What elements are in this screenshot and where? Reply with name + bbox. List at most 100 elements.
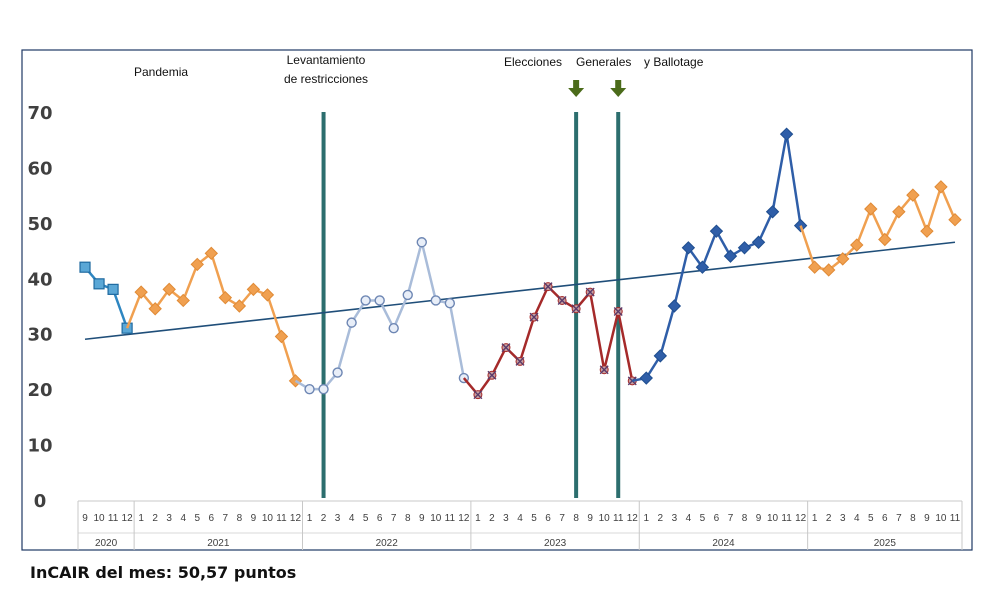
series-line-2023 xyxy=(476,285,634,396)
data-point-2025-9 xyxy=(920,224,934,238)
data-point-2024-7 xyxy=(723,249,738,263)
x-tick-label-month: 8 xyxy=(573,513,579,524)
data-point-2025-5 xyxy=(864,202,878,216)
data-point-2025-4 xyxy=(850,238,864,252)
data-point-marker-x xyxy=(585,287,595,297)
data-point-2025-7 xyxy=(892,205,906,219)
data-point-marker-x xyxy=(473,390,483,400)
data-point-2023-11 xyxy=(613,307,623,317)
annotation-ballotage: y Ballotage xyxy=(644,55,704,69)
data-point-2024-1 xyxy=(639,371,653,385)
data-point-2025-1 xyxy=(807,260,822,274)
x-tick-label-month: 7 xyxy=(559,513,565,524)
x-tick-label-month: 11 xyxy=(950,513,961,524)
data-point-2025-2 xyxy=(821,263,836,277)
data-point-marker-x xyxy=(557,295,567,305)
data-point-2024-11 xyxy=(779,127,794,141)
x-tick-label-month: 6 xyxy=(209,513,215,524)
event-arrow-icon xyxy=(568,80,585,97)
x-tick-label-month: 9 xyxy=(756,513,762,524)
x-tick-label-month: 4 xyxy=(517,513,523,524)
data-point-2023-5 xyxy=(529,312,539,322)
x-tick-label-month: 12 xyxy=(122,513,134,524)
x-tick-label-month: 3 xyxy=(335,513,341,524)
x-year-label-2021: 2021 xyxy=(207,538,230,549)
x-tick-label-month: 1 xyxy=(307,513,313,524)
data-point-2021-8 xyxy=(232,299,247,313)
x-tick-label-month: 1 xyxy=(644,513,650,524)
data-point-2024-8 xyxy=(737,241,752,255)
data-point-marker-x xyxy=(599,365,609,375)
data-point-2021-11 xyxy=(274,329,289,344)
series-line-2020 xyxy=(84,266,129,329)
data-point-2022-6 xyxy=(374,295,385,306)
data-point-2023-4 xyxy=(515,356,525,366)
data-point-marker-x xyxy=(543,282,553,292)
trend-line xyxy=(84,241,956,341)
data-point-marker-x xyxy=(515,356,525,366)
x-tick-label-month: 4 xyxy=(180,513,186,524)
annotation-elecciones: Elecciones xyxy=(504,55,562,69)
x-tick-label-month: 6 xyxy=(545,513,551,524)
data-point-2022-7 xyxy=(388,322,399,334)
annotation-levantamiento-line2: de restricciones xyxy=(284,72,368,86)
x-tick-label-month: 8 xyxy=(910,513,916,524)
y-tick-label-60: 60 xyxy=(27,158,52,179)
data-point-2023-3 xyxy=(501,343,511,353)
data-point-2025-8 xyxy=(906,188,920,202)
data-point-2022-10 xyxy=(430,295,442,306)
x-tick-label-month: 11 xyxy=(108,513,119,524)
data-point-2021-6 xyxy=(204,246,219,261)
x-tick-label-month: 8 xyxy=(237,513,243,524)
x-tick-label-month: 11 xyxy=(276,513,287,524)
x-year-label-2020: 2020 xyxy=(95,538,118,549)
x-tick-label-month: 10 xyxy=(767,513,779,524)
data-point-2022-1 xyxy=(304,383,315,395)
data-point-2025-6 xyxy=(878,232,892,247)
data-point-2023-6 xyxy=(543,282,553,292)
x-tick-label-month: 7 xyxy=(223,513,229,524)
x-tick-label-month: 5 xyxy=(363,513,369,524)
x-tick-label-month: 9 xyxy=(82,513,88,524)
annotation-generales: Generales xyxy=(576,55,631,69)
y-tick-label-30: 30 xyxy=(27,325,52,346)
y-tick-label-20: 20 xyxy=(27,380,52,401)
series-connector-2021 xyxy=(125,291,143,329)
x-year-label-2022: 2022 xyxy=(376,538,399,549)
x-tick-label-month: 8 xyxy=(742,513,748,524)
x-tick-label-month: 10 xyxy=(93,513,105,524)
data-point-2021-3 xyxy=(162,282,176,297)
data-point-2023-10 xyxy=(599,365,609,375)
x-tick-label-month: 9 xyxy=(251,513,257,524)
data-point-2021-9 xyxy=(246,282,261,297)
x-tick-label-month: 6 xyxy=(377,513,383,524)
data-point-2024-10 xyxy=(765,205,780,219)
x-tick-label-month: 11 xyxy=(781,513,792,524)
x-tick-label-month: 1 xyxy=(138,513,144,524)
data-point-2025-10 xyxy=(934,180,948,194)
x-tick-label-month: 5 xyxy=(868,513,874,524)
data-point-2023-8 xyxy=(571,304,581,314)
series-connector-2025 xyxy=(799,225,816,268)
data-point-2023-1 xyxy=(473,390,483,400)
data-point-2020-3 xyxy=(107,283,119,295)
series-line-2021 xyxy=(140,252,297,382)
x-tick-label-month: 3 xyxy=(840,513,846,524)
x-tick-label-month: 12 xyxy=(795,513,807,524)
data-point-marker-x xyxy=(501,343,511,353)
x-tick-label-month: 6 xyxy=(714,513,720,524)
data-point-marker-x xyxy=(529,312,539,322)
x-tick-label-month: 9 xyxy=(924,513,930,524)
x-tick-label-month: 3 xyxy=(672,513,678,524)
x-tick-label-month: 1 xyxy=(812,513,818,524)
footer-incair-value: InCAIR del mes: 50,57 puntos xyxy=(30,563,297,582)
data-point-2024-9 xyxy=(751,235,766,249)
x-tick-label-month: 2 xyxy=(152,513,158,524)
x-tick-label-month: 5 xyxy=(531,513,537,524)
data-point-2022-8 xyxy=(402,289,413,301)
data-point-2025-11 xyxy=(948,212,962,227)
event-arrow-icon xyxy=(610,80,627,97)
x-year-label-2024: 2024 xyxy=(712,538,735,549)
x-tick-label-month: 8 xyxy=(405,513,411,524)
